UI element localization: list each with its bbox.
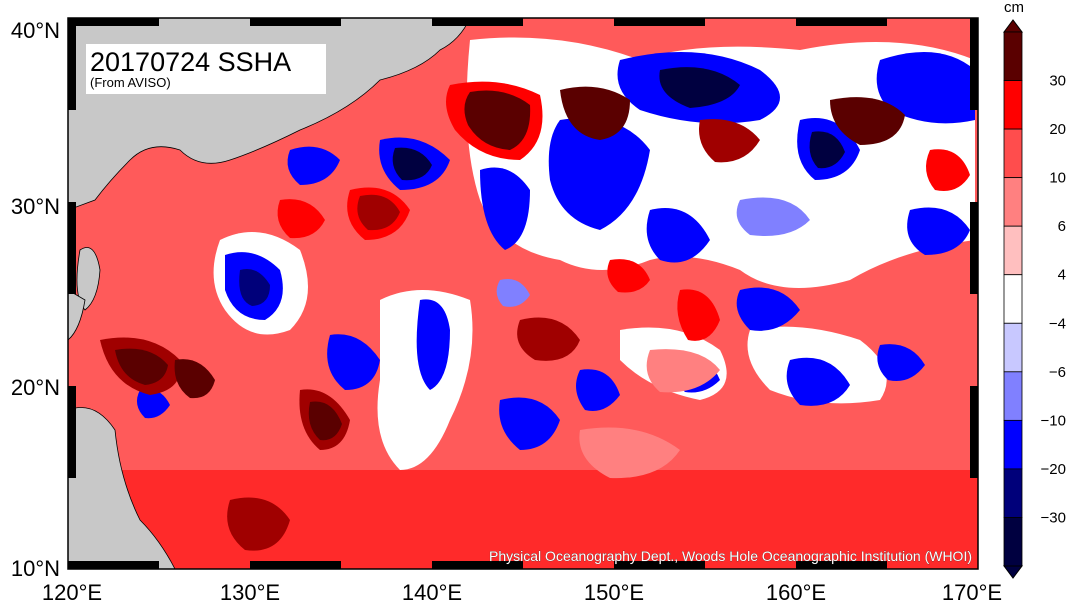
land-taiwan (76, 247, 101, 311)
map-panel (68, 18, 978, 569)
cold-eddy-4-core (392, 147, 432, 181)
colorbar-swatch (1003, 128, 1023, 179)
colorbar-swatch (1003, 322, 1023, 373)
lat-label-20n: 20°N (11, 375, 60, 400)
cool-anomaly-2 (496, 279, 530, 307)
colorbar-swatch (1003, 80, 1023, 130)
cool-anomaly-1 (736, 197, 810, 236)
map-title: 20170724 SSHA (90, 47, 291, 77)
lat-label-30n: 30°N (11, 194, 60, 219)
warm-eddy-3 (830, 97, 905, 145)
colorbar-swatch (1003, 468, 1023, 518)
colorbar-label: −10 (1041, 412, 1066, 429)
colorbar-label: −30 (1041, 509, 1066, 526)
colorbar-label: 10 (1049, 170, 1066, 187)
warm-anomaly-pink-2 (646, 349, 720, 393)
warm-eddy-9 (517, 317, 580, 361)
cold-eddy-14 (736, 287, 800, 331)
colorbar-swatch (1003, 274, 1023, 324)
warm-eddy-14 (607, 259, 650, 293)
lon-label-170e: 170°E (942, 580, 1002, 605)
land-philippines (68, 407, 176, 569)
colorbar-label: 20 (1049, 121, 1066, 138)
colorbar-swatch (1003, 177, 1023, 227)
cold-eddy-16 (876, 52, 975, 124)
cold-eddy-11 (499, 397, 560, 450)
colorbar-label: −4 (1049, 315, 1066, 332)
southern-anomaly-band (68, 470, 978, 569)
cold-eddy-6 (548, 118, 650, 230)
map-subtitle: (From AVISO) (90, 75, 171, 90)
warm-eddy-13 (277, 199, 325, 239)
map-frame (67, 17, 979, 570)
warm-eddy-11 (677, 289, 720, 341)
cold-eddy-17 (136, 389, 170, 419)
warm-eddy-2 (560, 86, 630, 140)
warm-eddy-10-core (357, 194, 400, 231)
lon-label-120e: 120°E (42, 580, 102, 605)
cold-eddy-1-core (239, 269, 270, 306)
lat-label-10n: 10°N (11, 556, 60, 581)
cold-eddy-15 (907, 207, 970, 255)
cold-eddy-3 (416, 299, 450, 390)
colorbar-swatch (1003, 517, 1023, 567)
warm-eddy-6 (174, 359, 215, 399)
colorbar-swatch (1003, 371, 1023, 421)
colorbar-swatch (1003, 225, 1023, 276)
colorbar-unit: cm (1004, 0, 1024, 16)
lon-label-150e: 150°E (584, 580, 644, 605)
lon-label-130e: 130°E (220, 580, 280, 605)
warm-anomaly-pink-3 (579, 427, 680, 479)
lat-label-40n: 40°N (11, 18, 60, 43)
colorbar-label: 4 (1058, 267, 1066, 284)
colorbar-swatch (1003, 31, 1023, 81)
title-box: 20170724 SSHA (From AVISO) (86, 44, 326, 94)
cold-eddy-10 (646, 208, 710, 263)
warm-eddy-1-core (464, 90, 531, 150)
warm-eddy-12 (926, 149, 970, 191)
cold-eddy-13 (786, 357, 850, 406)
cold-eddy-19 (877, 344, 925, 381)
colorbar-label: 30 (1049, 73, 1066, 90)
warm-eddy-8 (227, 497, 290, 551)
warm-eddy-5-core (115, 348, 168, 385)
cold-eddy-2 (327, 334, 380, 390)
lon-label-140e: 140°E (402, 580, 462, 605)
cold-eddy-8-core (659, 67, 740, 108)
colorbar-top-arrow (1003, 19, 1023, 33)
colorbar: 30 20 10 6 4 −4 −6 −10 −20 −30 (1003, 19, 1066, 579)
credit-text: Physical Oceanography Dept., Woods Hole … (489, 548, 972, 564)
colorbar-label: −6 (1049, 364, 1066, 381)
lon-label-160e: 160°E (766, 580, 826, 605)
cold-eddy-5 (287, 146, 340, 185)
cold-eddy-7 (480, 167, 530, 250)
cold-eddy-12 (576, 369, 620, 411)
warm-eddy-7-core (308, 401, 342, 441)
warm-eddy-4 (699, 119, 760, 163)
colorbar-label: 6 (1058, 218, 1066, 235)
cold-eddy-9-core (809, 131, 845, 169)
colorbar-bottom-arrow (1003, 565, 1023, 579)
colorbar-swatch (1003, 419, 1023, 470)
colorbar-label: −20 (1041, 461, 1066, 478)
